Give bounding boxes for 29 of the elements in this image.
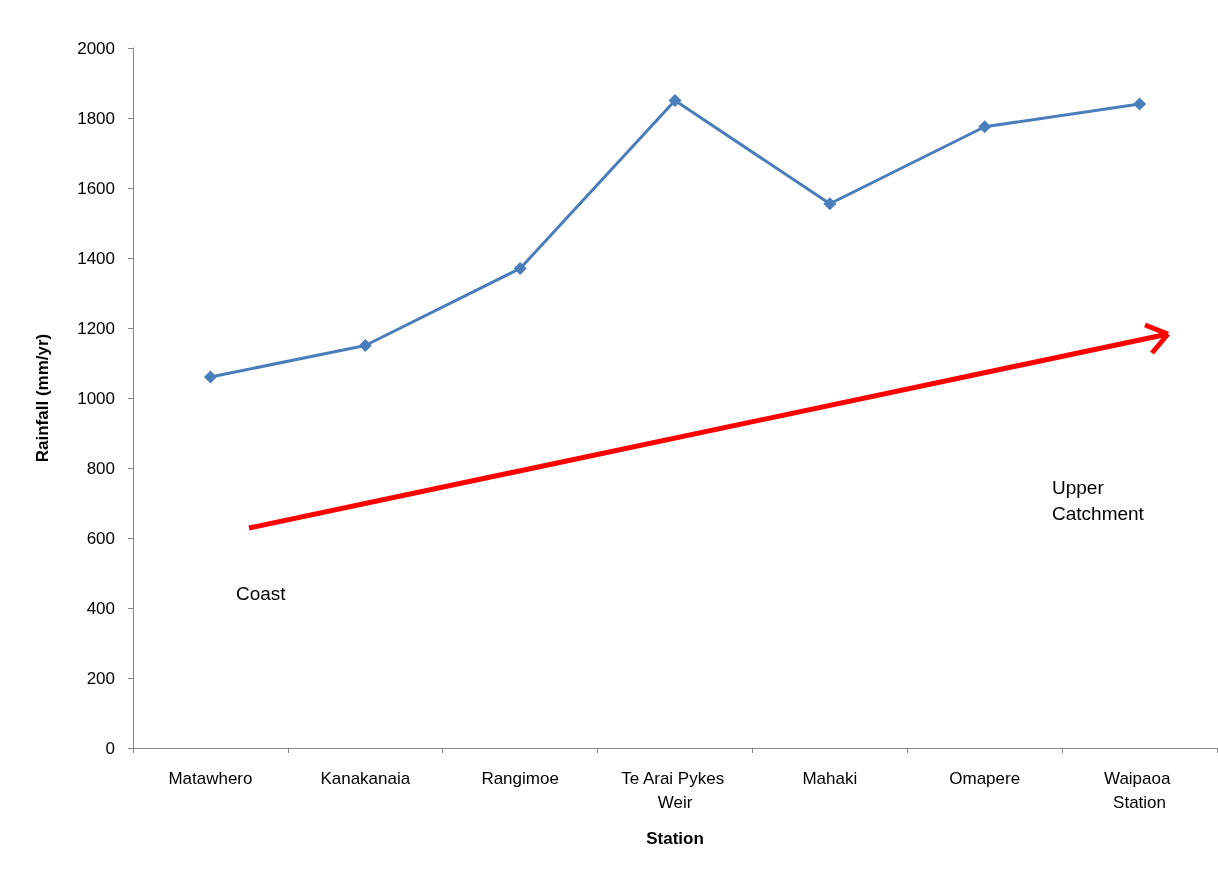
x-tick-label: Mahaki bbox=[802, 768, 858, 788]
y-tick-label: 1600 bbox=[77, 178, 115, 198]
point bbox=[358, 339, 372, 352]
y-tick-label: 2000 bbox=[77, 38, 115, 58]
point bbox=[823, 197, 837, 211]
x-axis-title: Station bbox=[646, 829, 704, 848]
point bbox=[513, 262, 527, 275]
y-tick-label: 400 bbox=[86, 598, 115, 618]
y-tick-label: 0 bbox=[105, 738, 115, 758]
point bbox=[1133, 97, 1147, 111]
x-tick-label: Te Arai Pykes Weir bbox=[621, 768, 729, 812]
annotation: Upper Catchment bbox=[1052, 476, 1145, 524]
y-tick-label: 1000 bbox=[77, 388, 115, 408]
point bbox=[978, 120, 992, 134]
y-axis-title: Rainfall (mm/yr) bbox=[33, 333, 52, 463]
x-tick-label: Matawhero bbox=[168, 768, 253, 788]
x-tick-label: Rangimoe bbox=[481, 768, 559, 788]
x-tick-label: Omapere bbox=[949, 768, 1021, 788]
y-tick-label: 600 bbox=[86, 528, 115, 548]
point bbox=[668, 94, 682, 107]
y-tick-label: 1400 bbox=[77, 248, 115, 268]
y-tick-label: 1800 bbox=[77, 108, 115, 128]
annotation: Coast bbox=[236, 582, 287, 604]
point bbox=[203, 370, 217, 384]
x-tick-label: Waipaoa Station bbox=[1103, 768, 1176, 812]
x-tick-label: Kanakanaia bbox=[320, 768, 411, 788]
y-tick-label: 200 bbox=[86, 668, 115, 688]
y-tick-label: 800 bbox=[86, 458, 115, 478]
y-tick-label: 1200 bbox=[77, 318, 115, 338]
